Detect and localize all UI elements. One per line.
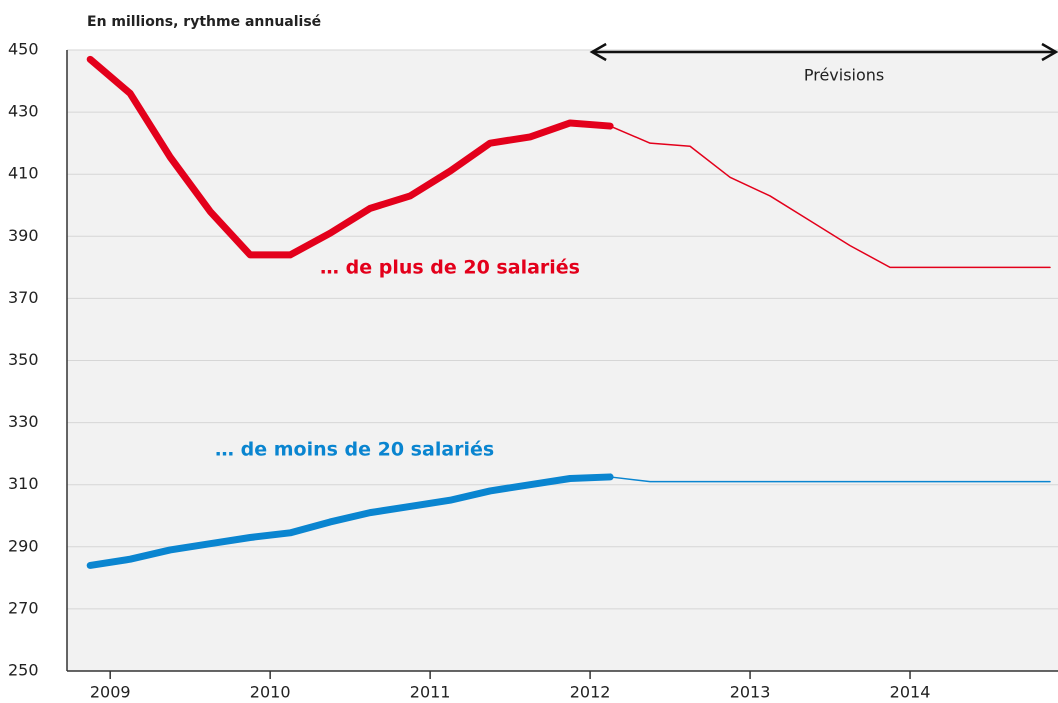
forecast-label: Prévisions: [804, 66, 884, 85]
y-tick-label: 410: [8, 164, 39, 183]
y-tick-label: 310: [8, 474, 39, 493]
arrow-head: [1041, 42, 1058, 62]
y-tick-label: 330: [8, 412, 39, 431]
y-tick-label: 350: [8, 350, 39, 369]
x-tick-label: 2012: [570, 683, 611, 702]
y-tick-label: 370: [8, 288, 39, 307]
series-label: … de plus de 20 salariés: [320, 257, 580, 279]
x-tick-label: 2014: [890, 683, 931, 702]
x-tick-label: 2013: [730, 683, 771, 702]
y-tick-label: 270: [8, 598, 39, 617]
chart-title: En millions, rythme annualisé: [87, 14, 321, 30]
arrow-head: [589, 42, 607, 62]
x-tick-label: 2010: [250, 683, 291, 702]
forecast-line: [609, 476, 1051, 483]
forecast-line: [609, 125, 1051, 269]
actual-line: [86, 473, 614, 569]
y-tick-label: 250: [8, 661, 39, 680]
actual-line: [86, 55, 614, 259]
series-label: … de moins de 20 salariés: [215, 439, 494, 461]
y-tick-label: 450: [8, 40, 39, 59]
x-tick-label: 2011: [410, 683, 451, 702]
y-tick-label: 290: [8, 536, 39, 555]
x-tick-label: 2009: [90, 683, 131, 702]
y-tick-label: 430: [8, 102, 39, 121]
y-tick-label: 390: [8, 226, 39, 245]
